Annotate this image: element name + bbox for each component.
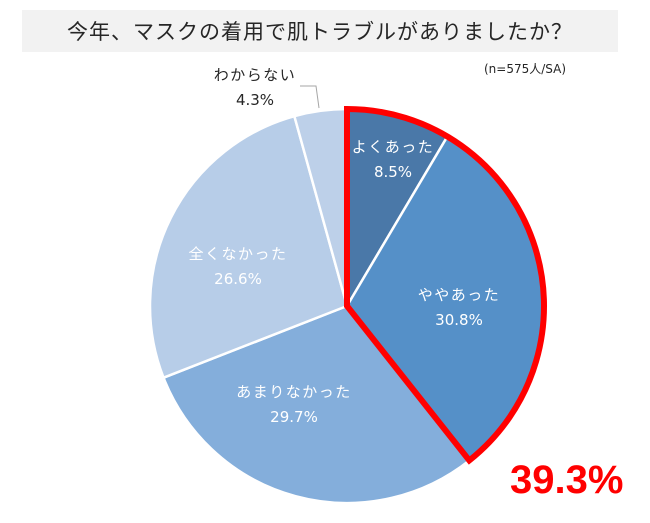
chart-title-bar: 今年、マスクの着用で肌トラブルがありましたか？: [22, 10, 618, 52]
slice-value: 30.8%: [435, 311, 483, 329]
slice-label-mattaku-nakatta: 全くなかった 26.6%: [188, 247, 287, 287]
slice-value: 26.6%: [214, 270, 262, 288]
slice-label-amari-nakatta: あまりなかった 29.7%: [236, 385, 352, 425]
pie-slice: [161, 304, 472, 505]
pie-slice: [148, 114, 349, 380]
slice-category: 全くなかった: [188, 245, 288, 263]
highlight-outline: [344, 105, 547, 465]
slice-value: 8.5%: [373, 163, 413, 181]
chart-title: 今年、マスクの着用で肌トラブルがありましたか？: [67, 20, 573, 44]
slice-label-yoku-atta: よくあった 8.5%: [352, 140, 435, 180]
slice-category: あまりなかった: [236, 383, 352, 401]
slice-category: ややあった: [417, 286, 501, 304]
slice-label-wakaranai: わからない 4.3%: [214, 68, 297, 108]
leader-line: [300, 85, 320, 109]
slice-value: 29.7%: [270, 408, 318, 426]
slice-category: わからない: [213, 66, 297, 84]
slice-label-yaya-atta: ややあった 30.8%: [418, 288, 501, 328]
sample-size-note: (n=575人/SA): [484, 62, 567, 76]
highlight-total: 39.3%: [510, 458, 624, 502]
slice-category: よくあった: [351, 138, 435, 156]
slice-value: 4.3%: [235, 91, 275, 109]
